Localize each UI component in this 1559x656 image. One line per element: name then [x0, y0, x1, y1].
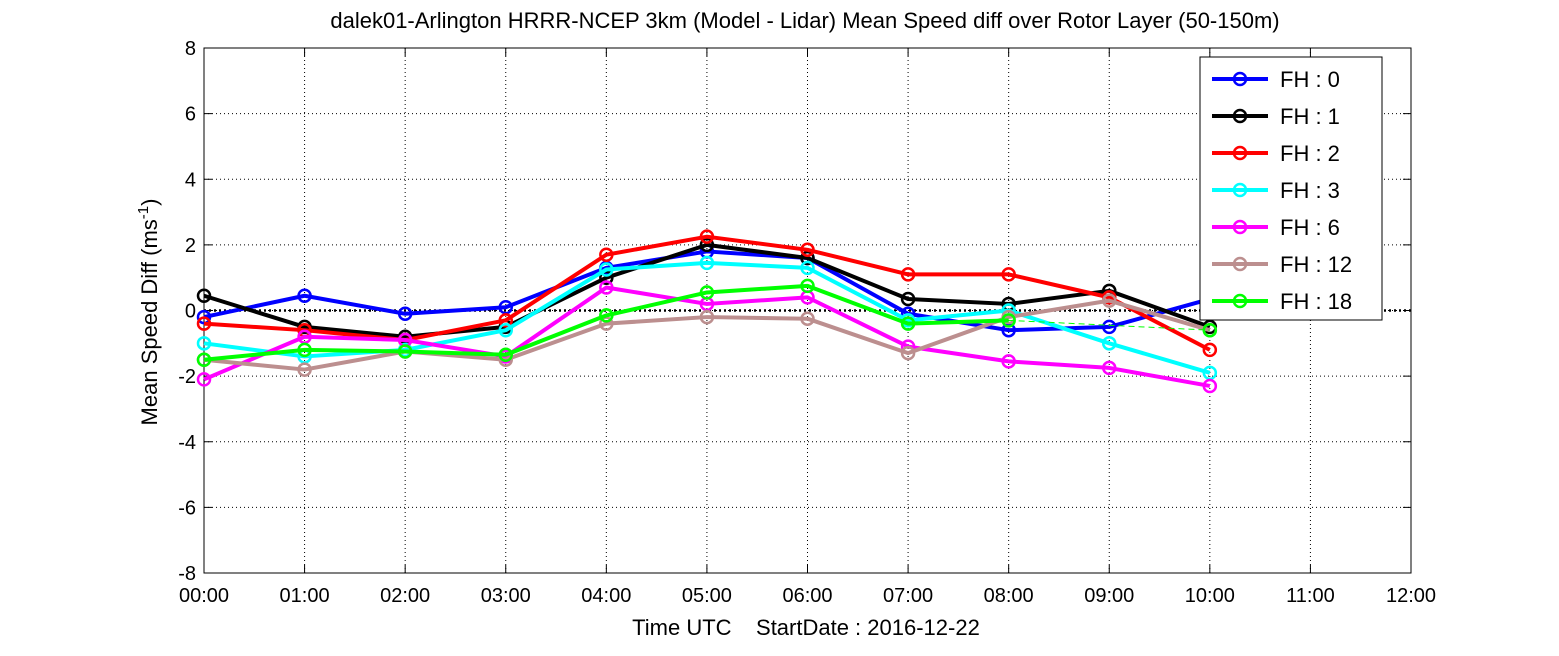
data-point — [196, 316, 212, 331]
legend-label: FH : 0 — [1280, 67, 1340, 92]
data-point — [599, 316, 614, 331]
x-tick-label: 08:00 — [984, 585, 1034, 607]
data-point — [900, 345, 916, 361]
plot-area: 00:00 01:00 02:00 03:00 04:00 05:00 06:00 07:00… — [178, 38, 1436, 607]
data-point — [1102, 336, 1117, 351]
legend-marker — [1232, 219, 1248, 235]
y-tick-label: 2 — [185, 235, 196, 257]
legend: FH : 0 FH : 1 FH : 2 FH : 3 FH : 6 FH : 12 FH … — [1199, 56, 1383, 321]
legend-label: FH : 18 — [1280, 289, 1352, 314]
data-point — [397, 344, 413, 359]
y-tick-label: 8 — [185, 38, 196, 60]
y-tick-label: 0 — [185, 301, 196, 323]
series-line — [203, 298, 1211, 372]
legend-label: FH : 1 — [1280, 104, 1340, 129]
data-point — [1001, 354, 1016, 369]
x-tick-label: 05:00 — [682, 585, 732, 607]
data-point — [900, 267, 916, 282]
data-point — [599, 280, 614, 295]
legend-marker — [1232, 108, 1248, 124]
x-tick-label: 10:00 — [1185, 585, 1235, 607]
data-point — [699, 285, 715, 300]
series-line — [203, 285, 1211, 388]
series-line — [203, 234, 1211, 352]
x-tick-label: 04:00 — [581, 585, 631, 607]
data-point — [397, 306, 413, 322]
data-point — [800, 260, 815, 276]
data-point — [699, 229, 715, 244]
legend-marker — [1232, 71, 1248, 87]
data-point — [196, 352, 212, 367]
data-point — [900, 316, 916, 331]
legend-marker — [1232, 182, 1248, 198]
data-point — [196, 309, 212, 325]
data-point — [1001, 267, 1016, 282]
data-point — [599, 247, 614, 262]
legend-label: FH : 6 — [1280, 215, 1340, 240]
legend-marker — [1232, 145, 1248, 161]
legend-label: FH : 2 — [1280, 141, 1340, 166]
series-gap-line — [1008, 319, 1210, 331]
legend-label: FH : 3 — [1280, 178, 1340, 203]
data-point — [196, 372, 212, 387]
data-point — [196, 288, 212, 303]
data-point — [498, 313, 513, 328]
series-line — [203, 242, 1211, 339]
y-tick-label: -8 — [178, 563, 196, 585]
y-axis-title-superscript: -1 — [135, 206, 152, 219]
x-tick-label: 09:00 — [1084, 585, 1134, 607]
data-point — [1102, 319, 1117, 335]
data-point — [196, 336, 212, 351]
data-point — [900, 291, 916, 307]
y-axis-title-main: Mean Speed Diff (ms — [137, 219, 162, 425]
data-point — [1102, 360, 1117, 376]
y-tick-label: -2 — [178, 366, 196, 388]
legend-label: FH : 12 — [1280, 252, 1352, 277]
data-point — [599, 308, 614, 323]
data-point — [699, 255, 715, 271]
data-point — [800, 278, 815, 294]
data-point — [1202, 342, 1218, 358]
x-tick-label: 11:00 — [1286, 585, 1335, 607]
x-tick-label: 02:00 — [380, 585, 430, 607]
x-tick-label: 03:00 — [481, 585, 531, 607]
series-line — [203, 283, 1009, 362]
legend-marker — [1232, 293, 1248, 309]
data-point — [599, 262, 614, 277]
data-point — [800, 311, 815, 326]
series-6 — [196, 278, 1218, 367]
data-point — [297, 362, 312, 377]
data-point — [297, 288, 312, 303]
x-tick-label: 06:00 — [782, 585, 832, 607]
data-point — [1102, 293, 1117, 308]
data-point — [297, 342, 312, 358]
data-point — [498, 347, 513, 363]
data-point — [498, 322, 513, 338]
x-axis-title: Time UTC StartDate : 2016-12-22 — [632, 615, 980, 640]
x-tick-label: 12:00 — [1386, 585, 1436, 607]
data-point — [1202, 322, 1218, 338]
data-point — [800, 242, 815, 258]
data-point — [1202, 378, 1218, 394]
y-axis-title: Mean Speed Diff (ms-1) — [135, 199, 162, 426]
legend-marker — [1232, 256, 1248, 272]
data-point — [800, 250, 815, 266]
data-point — [699, 237, 715, 253]
x-tick-label: 00:00 — [179, 585, 229, 607]
y-tick-label: -6 — [178, 497, 196, 519]
data-point — [1001, 313, 1016, 328]
y-tick-label: 4 — [185, 169, 196, 191]
y-tick-label: -4 — [178, 432, 196, 454]
y-tick-label: 6 — [185, 104, 196, 126]
y-axis-title-end: ) — [137, 199, 162, 206]
data-point — [699, 309, 715, 325]
x-tick-label: 07:00 — [883, 585, 933, 607]
x-tick-label: 01:00 — [280, 585, 330, 607]
chart-title: dalek01-Arlington HRRR-NCEP 3km (Model -… — [330, 8, 1279, 33]
